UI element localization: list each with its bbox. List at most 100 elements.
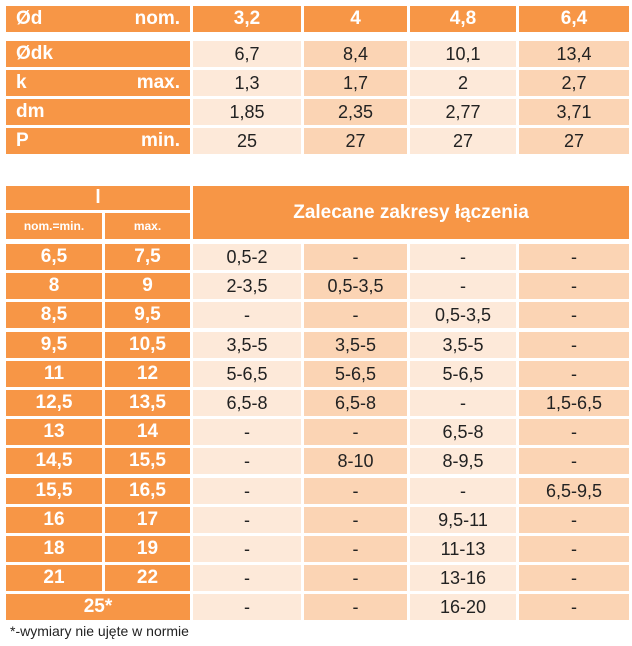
table2-range-cell: - [193, 507, 301, 533]
table2-nom-cell: 8,5 [6, 302, 102, 328]
table1-value-cell: 10,1 [410, 41, 516, 67]
table1-value-cell: 25 [193, 128, 301, 154]
table2-range-cell: 8-9,5 [410, 448, 516, 474]
table1-value-cell: 2,77 [410, 99, 516, 125]
table1-value-cell: 1,7 [304, 70, 407, 96]
table2-range-cell: - [193, 448, 301, 474]
table1-row-label: dm [6, 99, 190, 125]
table1-value-cell: 2,35 [304, 99, 407, 125]
table2-range-cell: - [193, 419, 301, 445]
table1-value-cell: 3,71 [519, 99, 629, 125]
table2-range-cell: 5-6,5 [304, 361, 407, 387]
table1-header-size: 4 [304, 6, 407, 32]
table2-nom-cell: 11 [6, 361, 102, 387]
row-symbol: k [16, 72, 27, 93]
table1-value-cell: 2,7 [519, 70, 629, 96]
table2-range-cell: 6,5-8 [193, 390, 301, 416]
table2-range-cell: - [193, 594, 301, 620]
table1-value-cell: 27 [519, 128, 629, 154]
table2-max-cell: 13,5 [105, 390, 190, 416]
row-symbol: Ødk [16, 43, 53, 64]
table2-range-cell: - [193, 302, 301, 328]
table1-header-size: 6,4 [519, 6, 629, 32]
table1-value-cell: 13,4 [519, 41, 629, 67]
table2-range-cell: 3,5-5 [193, 332, 301, 358]
table2-range-cell: - [519, 302, 629, 328]
table1-header-size: 3,2 [193, 6, 301, 32]
table2-range-cell: 1,5-6,5 [519, 390, 629, 416]
table2-max-cell: 22 [105, 565, 190, 591]
table2-nom-cell: 16 [6, 507, 102, 533]
table1-value-cell: 27 [410, 128, 516, 154]
table2-range-cell: - [304, 594, 407, 620]
table2-nom-cell: 14,5 [6, 448, 102, 474]
table2-range-cell: - [304, 478, 407, 504]
table2-range-cell: 16-20 [410, 594, 516, 620]
table2-range-cell: - [519, 419, 629, 445]
table2-max-cell: 9,5 [105, 302, 190, 328]
table2-range-cell: 5-6,5 [193, 361, 301, 387]
table2-range-cell: 11-13 [410, 536, 516, 562]
table2-range-cell: - [519, 565, 629, 591]
table2-range-cell: - [410, 478, 516, 504]
table2-range-cell: 13-16 [410, 565, 516, 591]
table2-range-cell: - [519, 507, 629, 533]
table2-max-cell: 17 [105, 507, 190, 533]
table2-range-cell: 6,5-8 [304, 390, 407, 416]
table2-range-cell: 6,5-8 [410, 419, 516, 445]
table2-range-cell: - [410, 390, 516, 416]
table2-range-cell: - [193, 536, 301, 562]
table2-max-cell: 15,5 [105, 448, 190, 474]
table2-range-cell: - [304, 244, 407, 270]
table1-value-cell: 1,3 [193, 70, 301, 96]
header-qualifier: nom. [134, 8, 180, 29]
row-symbol: P [16, 130, 29, 151]
table2-range-cell: - [519, 448, 629, 474]
footnote: *-wymiary nie ujęte w normie [10, 623, 189, 639]
row-symbol: dm [16, 101, 45, 122]
table2-range-cell: - [193, 478, 301, 504]
table2-max-cell: 19 [105, 536, 190, 562]
table1-row-label: k max. [6, 70, 190, 96]
table2-range-cell: - [519, 273, 629, 299]
table2-range-cell: - [519, 332, 629, 358]
table2-range-cell: - [410, 244, 516, 270]
table1-header-size: 4,8 [410, 6, 516, 32]
table2-range-cell: 0,5-3,5 [304, 273, 407, 299]
table2-nom-cell: 13 [6, 419, 102, 445]
table2-max-cell: 14 [105, 419, 190, 445]
table2-range-cell: - [519, 594, 629, 620]
table2-max-header: max. [105, 213, 190, 239]
table1-header-label: Ød nom. [6, 6, 190, 32]
row-qualifier: max. [136, 72, 180, 93]
table2-range-cell: - [304, 302, 407, 328]
table1-value-cell: 27 [304, 128, 407, 154]
table2-range-cell: - [193, 565, 301, 591]
table2-nom-cell: 12,5 [6, 390, 102, 416]
table1-value-cell: 1,85 [193, 99, 301, 125]
table2-max-cell: 10,5 [105, 332, 190, 358]
table1-value-cell: 6,7 [193, 41, 301, 67]
table2-nom-cell: 21 [6, 565, 102, 591]
table2-nom-header: nom.=min. [6, 213, 102, 239]
table2-range-cell: 5-6,5 [410, 361, 516, 387]
table2-l-header: l [6, 186, 190, 210]
table2-max-cell: 7,5 [105, 244, 190, 270]
table2-nom-cell: 15,5 [6, 478, 102, 504]
table1-value-cell: 2 [410, 70, 516, 96]
table2-nom-cell: 8 [6, 273, 102, 299]
table2-max-cell: 12 [105, 361, 190, 387]
row-qualifier: min. [140, 130, 180, 151]
table2-range-cell: - [519, 536, 629, 562]
table2-range-cell: 2-3,5 [193, 273, 301, 299]
table2-range-cell: 3,5-5 [304, 332, 407, 358]
table2-range-cell: 3,5-5 [410, 332, 516, 358]
table2-max-cell: 16,5 [105, 478, 190, 504]
table1-row-label: Ødk [6, 41, 190, 67]
table2-range-cell: 0,5-3,5 [410, 302, 516, 328]
table2-range-cell: 6,5-9,5 [519, 478, 629, 504]
table2-range-cell: - [519, 361, 629, 387]
table2-range-cell: - [304, 565, 407, 591]
table2-range-title: Zalecane zakresy łączenia [193, 186, 629, 239]
